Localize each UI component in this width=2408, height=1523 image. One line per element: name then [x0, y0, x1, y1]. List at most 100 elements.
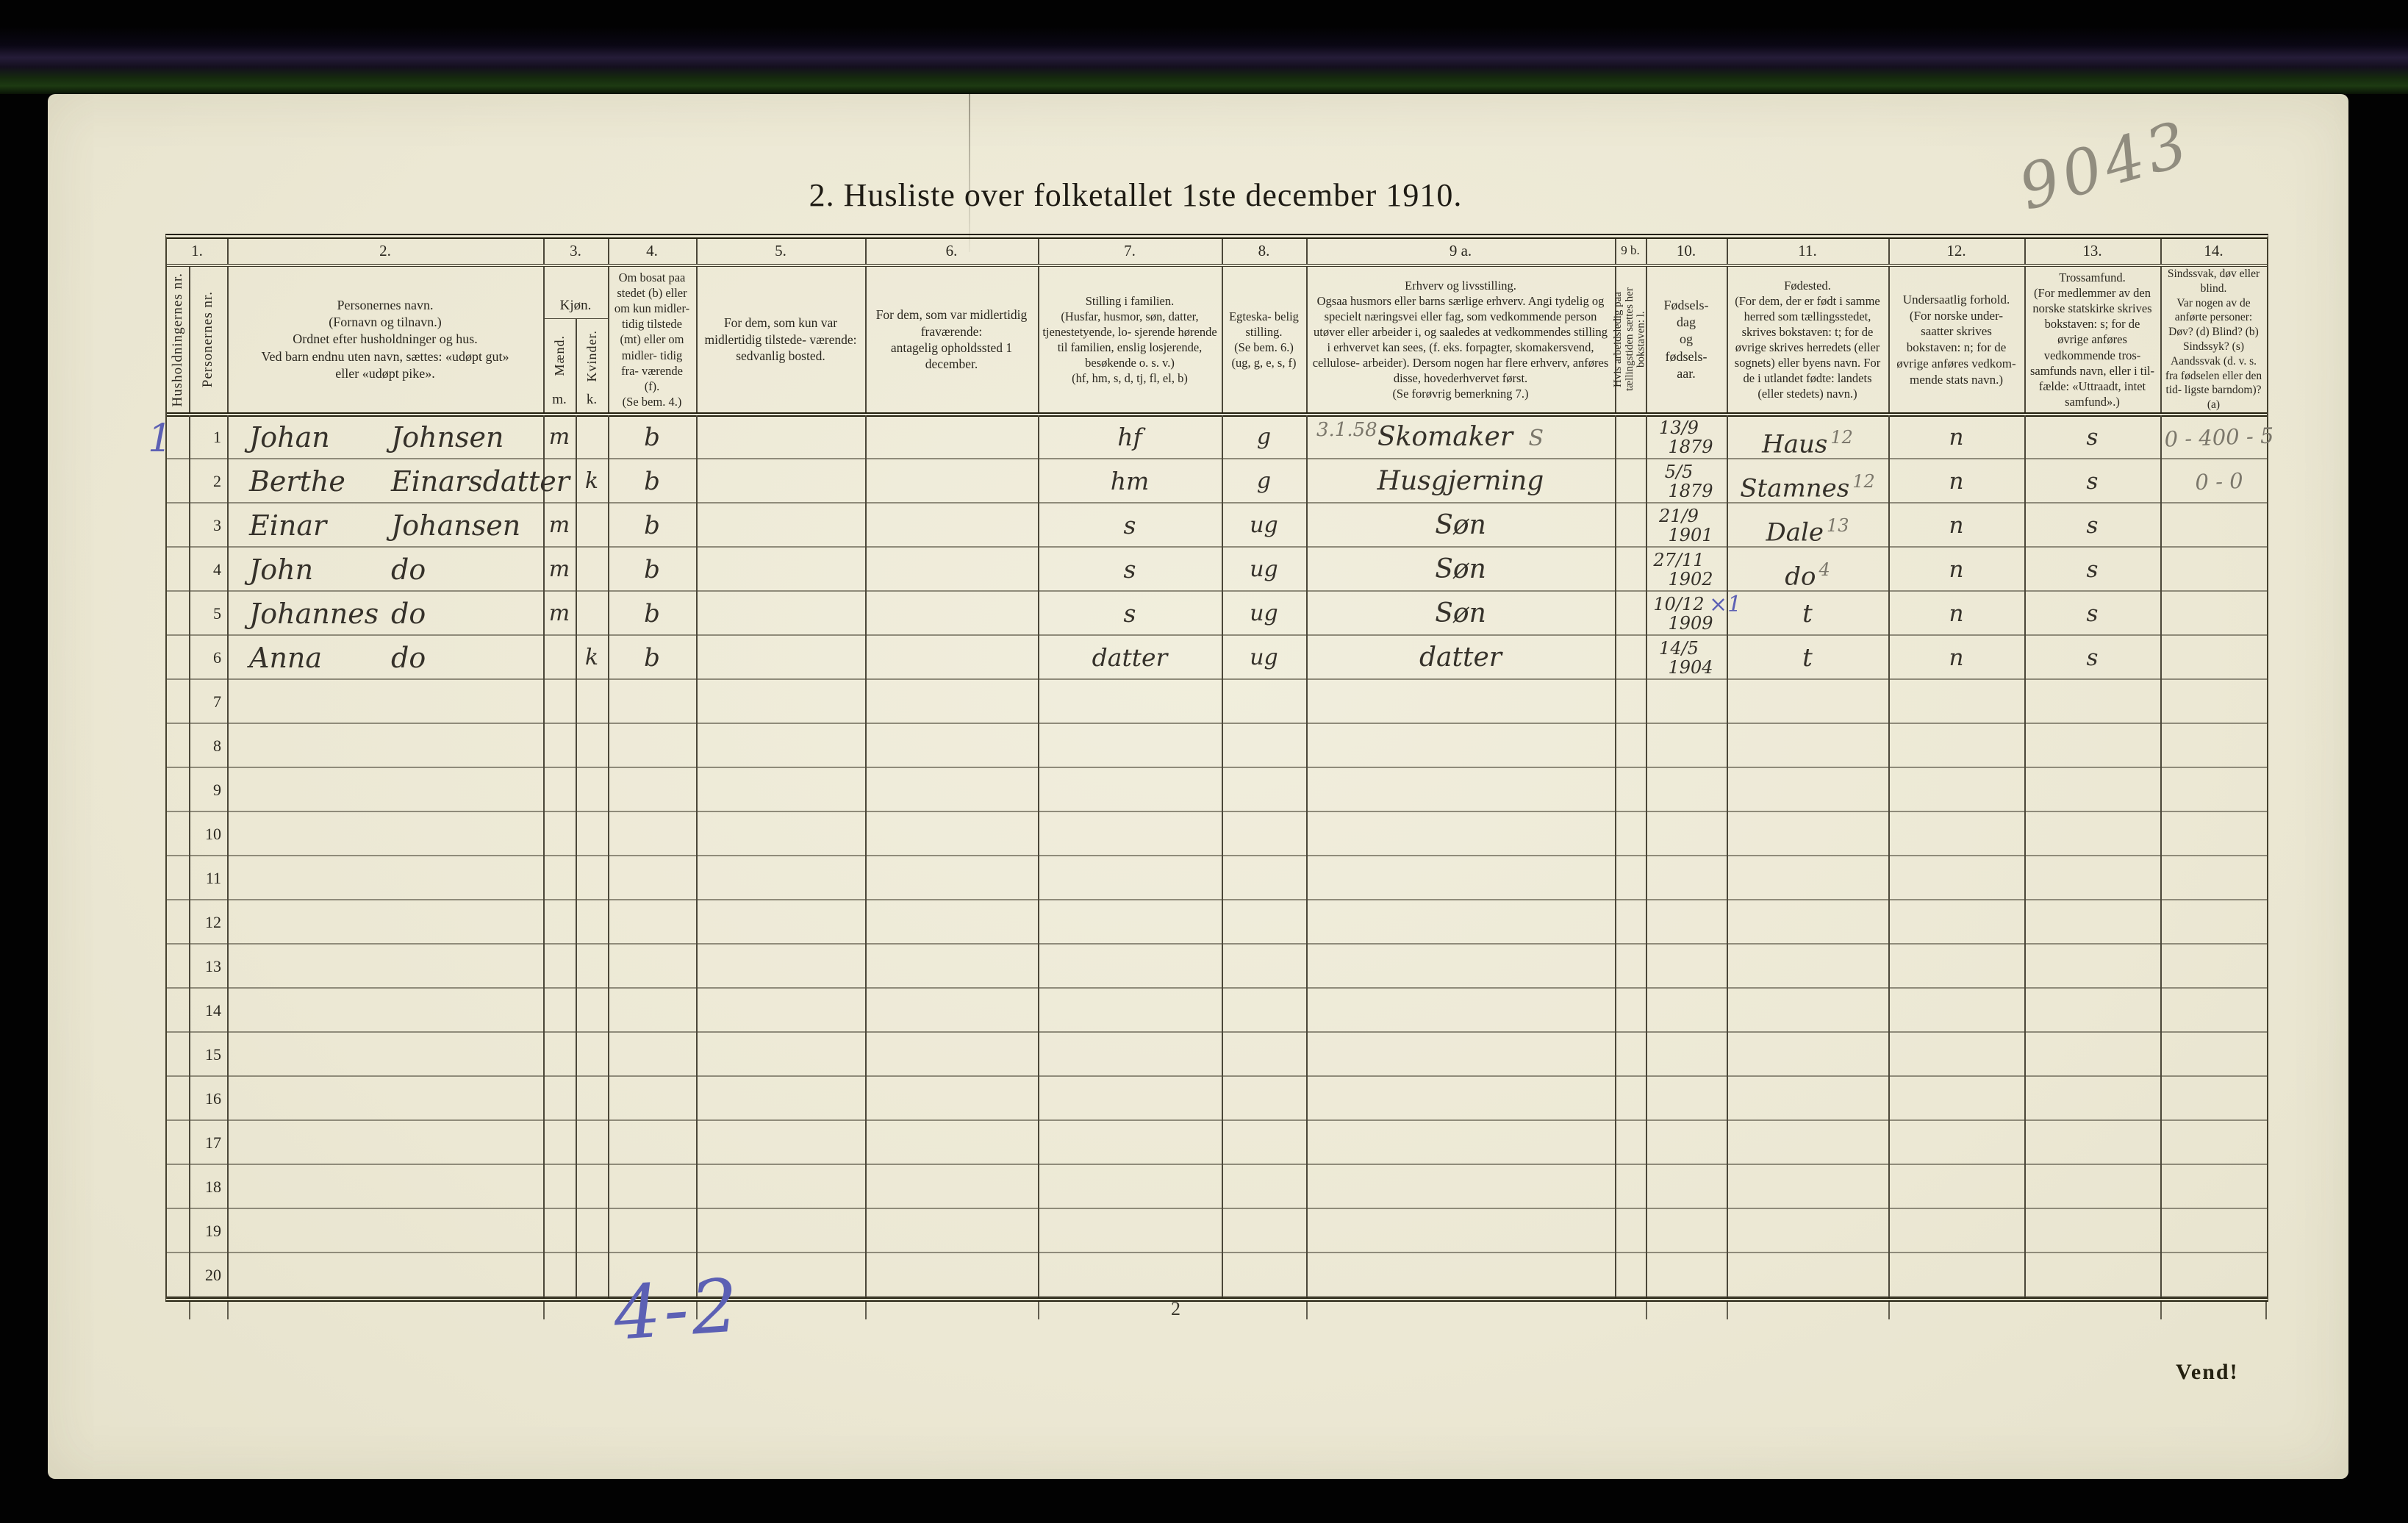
- row-number: 3: [213, 516, 221, 534]
- family-position-entry: datter: [1092, 643, 1168, 672]
- name-family: do: [391, 642, 426, 674]
- row-number: 5: [213, 604, 221, 623]
- row-number: 17: [205, 1133, 221, 1152]
- sex-entry: m: [548, 556, 570, 582]
- birthplace-pencil-code: 4: [1818, 559, 1830, 580]
- colnum-5: 5.: [775, 242, 786, 259]
- citizenship-entry: n: [1949, 424, 1964, 451]
- birthdate-entry: 14/5 1904: [1659, 638, 1713, 678]
- residence-entry: b: [644, 511, 660, 540]
- row-number: 1: [213, 428, 221, 446]
- birthplace-entry: t: [1802, 599, 1813, 628]
- residence-entry: b: [644, 423, 660, 452]
- header-sex-female: Kvinder.: [584, 329, 599, 382]
- column-line-tails: [167, 1302, 2267, 1319]
- census-table: 1. 2. 3. 4. 5. 6. 7. 8. 9 a. 9 b. 10. 11…: [148, 234, 2274, 1319]
- marital-entry: ug: [1250, 601, 1278, 626]
- colnum-14: 14.: [2204, 242, 2224, 259]
- religion-entry: s: [2086, 512, 2099, 539]
- family-position-entry: hm: [1110, 467, 1150, 495]
- pencil-tally: 0 - 0: [2194, 467, 2244, 495]
- name-given: Johan: [249, 421, 330, 454]
- citizenship-entry: n: [1949, 468, 1964, 495]
- row-number: 15: [205, 1045, 221, 1064]
- row-number: 11: [205, 869, 221, 887]
- name-family: Einarsdatter: [391, 465, 570, 498]
- row-number: 18: [205, 1178, 221, 1196]
- table-header: Husholdningernes nr. Personernes nr. Per…: [167, 267, 2267, 417]
- residence-entry: b: [644, 643, 660, 673]
- religion-entry: s: [2086, 645, 2099, 671]
- header-sex-label: Kjøn.: [559, 298, 592, 313]
- header-name: Personernes navn. (Fornavn og tilnavn.) …: [261, 298, 509, 381]
- row-number: 16: [205, 1089, 221, 1108]
- family-position-entry: s: [1123, 511, 1136, 540]
- citizenship-entry: n: [1949, 512, 1964, 539]
- name-family: Johnsen: [391, 421, 504, 454]
- header-birthplace: Fødested. (For dem, der er født i samme …: [1734, 278, 1881, 401]
- row-number: 8: [213, 737, 221, 755]
- header-sex-k-abbr: k.: [586, 392, 598, 407]
- occupation-entry: datter: [1419, 642, 1502, 673]
- header-citizenship: Undersaatlig forhold. (For norske under-…: [1896, 292, 2016, 387]
- row-number: 12: [205, 913, 221, 931]
- sex-entry: m: [548, 601, 570, 626]
- name-given: Johannes: [249, 598, 379, 630]
- colnum-10: 10.: [1676, 242, 1696, 259]
- name-given: John: [249, 553, 314, 586]
- colnum-13: 13.: [2082, 242, 2102, 259]
- colnum-3: 3.: [570, 242, 581, 259]
- marital-entry: g: [1256, 468, 1272, 494]
- row-number: 20: [205, 1266, 221, 1284]
- row-number: 6: [213, 648, 221, 667]
- occupation-pencil-code: 3.1.58: [1316, 419, 1377, 441]
- birthdate-entry: 27/11 1902: [1653, 550, 1713, 590]
- birthplace-pencil-code: 13: [1826, 515, 1849, 536]
- occupation-entry: Søn: [1435, 598, 1486, 628]
- header-marital-status: Egteska- belig stilling. (Se bem. 6.) (u…: [1229, 309, 1299, 370]
- header-temp-absent: For dem, som var midlertidig fraværende:…: [875, 307, 1028, 372]
- header-residence: Om bosat paa stedet (b) eller om kun mid…: [614, 270, 690, 409]
- birthplace-pencil-code: 12: [1852, 471, 1875, 492]
- colnum-8: 8.: [1258, 242, 1270, 259]
- birthplace-entry: Haus 12: [1762, 427, 1853, 459]
- colnum-12: 12.: [1946, 242, 1966, 259]
- family-position-entry: hf: [1117, 423, 1142, 451]
- name-family: do: [391, 598, 426, 630]
- header-temp-present: For dem, som kun var midlertidig tilsted…: [704, 315, 857, 364]
- header-disability: Sindssvak, døv eller blind. Var nogen av…: [2165, 267, 2262, 412]
- name-family: Johansen: [391, 509, 521, 542]
- header-person-nr: Personernes nr.: [199, 291, 215, 388]
- pencil-tally: 0 - 400 - 5: [2164, 423, 2274, 452]
- row-number: 2: [213, 472, 221, 490]
- colnum-11: 11.: [1798, 242, 1817, 259]
- row-number: 7: [213, 692, 221, 711]
- colnum-9b: 9 b.: [1621, 243, 1640, 257]
- citizenship-entry: n: [1949, 601, 1964, 627]
- residence-entry: b: [644, 555, 660, 584]
- name-given: Anna: [249, 642, 323, 674]
- header-birthdate: Fødsels- dag og fødsels- aar.: [1663, 298, 1709, 381]
- table-rows: 1 2 3 4 5 6 7 8 9 10 11 12 13 14 15 16 1…: [148, 415, 2274, 1297]
- page-number: 2: [1171, 1298, 1180, 1319]
- blue-tally-annotation: 4-2: [611, 1262, 744, 1357]
- row-number: 13: [205, 957, 221, 975]
- colnum-7: 7.: [1124, 242, 1136, 259]
- name-given: Berthe: [249, 465, 345, 498]
- occupation-pencil-suffix: S: [1528, 426, 1544, 451]
- sex-entry: m: [548, 512, 570, 538]
- birthplace-entry: Stamnes 12: [1740, 471, 1875, 504]
- page-title: 2. Husliste over folketallet 1ste decemb…: [809, 177, 1463, 213]
- family-position-entry: s: [1123, 555, 1136, 584]
- archive-number-handwritten: 9043: [2011, 107, 2199, 224]
- colnum-6: 6.: [945, 242, 958, 259]
- marital-entry: g: [1256, 424, 1272, 450]
- header-unemployed: Hvis arbeidsledig paa tællingstiden sætt…: [1612, 287, 1647, 392]
- occupation-entry: Husgjerning: [1377, 466, 1544, 496]
- name-given: Einar: [249, 509, 327, 542]
- sex-entry: k: [584, 645, 599, 670]
- row-number: 14: [205, 1001, 221, 1019]
- header-religion: Trossamfund. (For medlemmer av den norsk…: [2029, 270, 2155, 409]
- birthdate-entry: 5/5 1879: [1664, 462, 1713, 501]
- row-number: 10: [205, 825, 221, 843]
